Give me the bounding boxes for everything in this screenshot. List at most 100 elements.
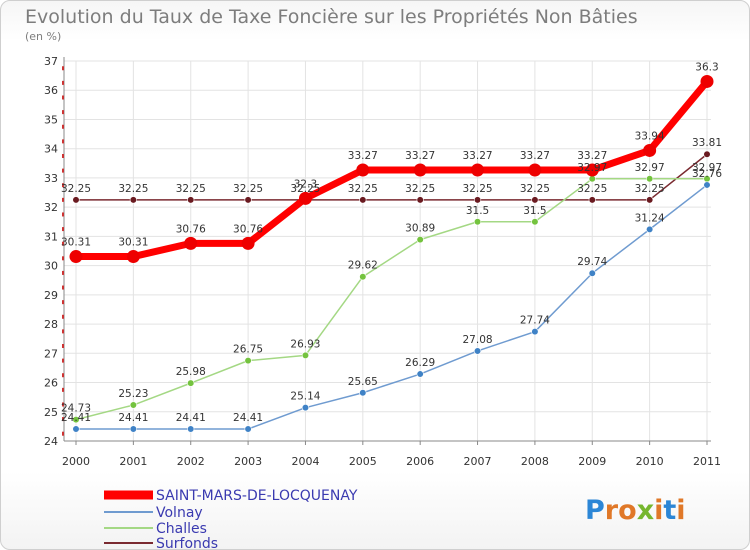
data-label: 29.62 — [348, 260, 378, 272]
data-point — [531, 196, 539, 204]
grid — [64, 60, 711, 442]
data-point — [531, 218, 539, 226]
data-label: 30.31 — [61, 237, 91, 249]
data-label: 25.98 — [176, 366, 206, 378]
data-label: 24.41 — [61, 412, 91, 424]
data-label: 31.5 — [466, 205, 489, 217]
series-line-challes — [75, 178, 708, 421]
data-label: 32.97 — [635, 162, 665, 174]
data-label: 32.25 — [463, 183, 493, 195]
data-label: 32.76 — [692, 168, 722, 180]
data-label: 33.81 — [692, 137, 722, 149]
data-point — [473, 347, 482, 355]
data-label: 27.74 — [520, 315, 550, 327]
data-label: 33.27 — [463, 150, 493, 162]
y-tick-label: 36 — [44, 84, 58, 97]
data-label: 32.25 — [577, 183, 607, 195]
proxiti-logo: Proxiti — [585, 495, 686, 526]
data-point — [528, 163, 542, 177]
data-point — [187, 379, 195, 387]
chart-unit: (en %) — [25, 30, 61, 43]
legend: SAINT-MARS-DE-LOCQUENAYVolnayChallesSurf… — [104, 488, 358, 549]
data-point — [703, 150, 711, 158]
data-label: 32.25 — [405, 183, 435, 195]
data-label: 24.41 — [118, 412, 148, 424]
x-tick-label: 2010 — [636, 455, 664, 468]
x-tick-label: 2002 — [177, 455, 205, 468]
x-tick-label: 2006 — [406, 455, 434, 468]
data-point — [585, 163, 599, 177]
data-label: 27.08 — [463, 334, 493, 346]
data-label: 33.27 — [348, 150, 378, 162]
data-point — [301, 404, 310, 412]
data-point — [126, 250, 140, 264]
data-label: 32.25 — [176, 183, 206, 195]
data-point — [244, 196, 252, 204]
series-group — [69, 74, 714, 433]
data-point — [72, 425, 80, 433]
data-point — [471, 163, 485, 177]
data-point — [359, 196, 367, 204]
x-tick-label: 2000 — [62, 455, 90, 468]
series-line-volnay — [75, 184, 708, 430]
data-label: 32.25 — [233, 183, 263, 195]
x-tick-label: 2011 — [693, 455, 721, 468]
data-label: 24.73 — [61, 403, 91, 415]
y-tick-label: 28 — [44, 318, 58, 331]
data-label: 32.97 — [577, 162, 607, 174]
x-tick-label: 2007 — [464, 455, 492, 468]
data-point — [359, 389, 367, 397]
data-point — [588, 269, 596, 277]
data-point — [241, 236, 255, 250]
data-label: 30.89 — [405, 223, 435, 235]
data-point — [129, 425, 137, 433]
data-point — [646, 196, 654, 204]
data-point — [588, 196, 596, 204]
chart-title: Evolution du Taux de Taxe Foncière sur l… — [25, 6, 638, 28]
data-point — [244, 357, 252, 365]
series-line-surfonds — [75, 153, 708, 201]
data-label: 36.3 — [695, 61, 718, 73]
data-label: 32.25 — [290, 183, 320, 195]
y-tick-label: 32 — [44, 201, 58, 214]
data-point — [187, 196, 195, 204]
x-tick-label: 2008 — [521, 455, 549, 468]
legend-label: Volnay — [156, 505, 203, 521]
x-tick-label: 2005 — [349, 455, 377, 468]
data-label: 32.3 — [294, 178, 317, 190]
data-point — [646, 225, 654, 233]
data-label: 30.76 — [176, 223, 206, 235]
legend-label: SAINT-MARS-DE-LOCQUENAY — [156, 488, 358, 504]
y-tick-label: 25 — [44, 406, 58, 419]
data-point — [700, 74, 714, 88]
y-tick-label: 27 — [44, 347, 58, 360]
series-line-saint-mars-de-locquenay — [72, 77, 711, 261]
y-tick-label: 33 — [44, 172, 58, 185]
data-label: 30.31 — [118, 237, 148, 249]
x-tick-label: 2009 — [578, 455, 606, 468]
data-label: 25.65 — [348, 376, 378, 388]
data-point — [72, 196, 80, 204]
data-point — [72, 416, 80, 424]
data-label: 30.76 — [233, 223, 263, 235]
data-point — [416, 236, 424, 244]
y-tick-label: 29 — [44, 289, 58, 302]
data-label: 33.27 — [520, 150, 550, 162]
data-point — [643, 143, 657, 157]
y-tick-label: 24 — [44, 435, 58, 448]
data-point — [646, 175, 654, 183]
data-point — [129, 401, 137, 409]
data-label: 31.24 — [635, 212, 665, 224]
data-label: 29.74 — [577, 256, 607, 268]
data-label: 33.27 — [577, 150, 607, 162]
data-point — [416, 196, 424, 204]
data-point — [69, 250, 83, 264]
data-label: 32.25 — [348, 183, 378, 195]
y-tick-label: 26 — [44, 377, 58, 390]
data-label: 32.25 — [61, 183, 91, 195]
data-point — [473, 196, 482, 204]
data-point — [703, 181, 711, 189]
